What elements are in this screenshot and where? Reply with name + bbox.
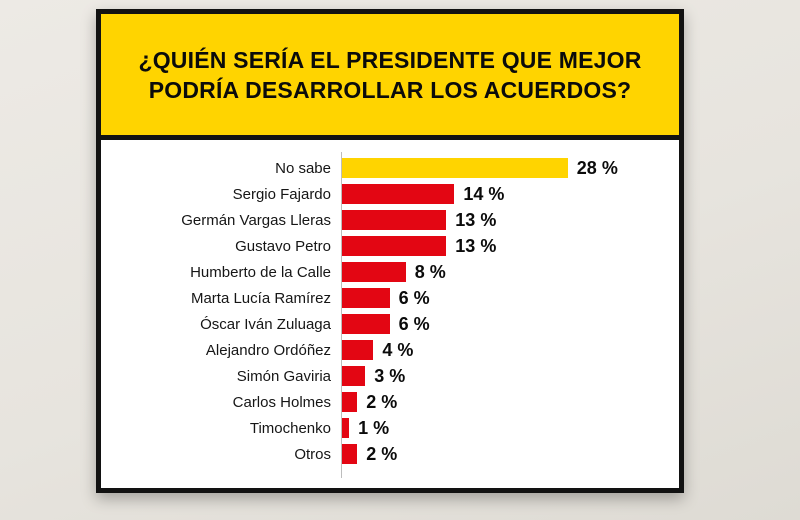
bar-area: 14 % [341, 181, 669, 207]
bar-area: 2 % [341, 441, 669, 467]
chart-row: Gustavo Petro 13 % [101, 233, 669, 259]
category-label: Carlos Holmes [232, 393, 331, 411]
bar-chart: No sabe 28 % Sergio Fajardo 14 % Germán Varg… [101, 140, 679, 488]
bar [341, 366, 366, 386]
value-label: 3 % [374, 365, 406, 386]
value-label: 2 % [366, 443, 398, 464]
poll-card: ¿QUIÉN SERÍA EL PRESIDENTE QUE MEJOR POD… [96, 9, 684, 493]
chart-row: No sabe 28 % [101, 155, 669, 181]
bar [341, 158, 568, 178]
value-label: 28 % [576, 157, 618, 178]
axis-baseline [341, 152, 342, 478]
value-label: 1 % [358, 417, 390, 438]
category-label: Alejandro Ordóñez [205, 341, 331, 359]
bar [341, 314, 390, 334]
bar [341, 184, 455, 204]
bar [341, 444, 358, 464]
category-label: Sergio Fajardo [232, 185, 331, 203]
chart-row: Otros 2 % [101, 441, 669, 467]
category-label: Simón Gaviria [236, 367, 331, 385]
chart-title-banner: ¿QUIÉN SERÍA EL PRESIDENTE QUE MEJOR POD… [101, 14, 679, 140]
bar-area: 4 % [341, 337, 669, 363]
category-label: Gustavo Petro [235, 237, 331, 255]
bar-area: 2 % [341, 389, 669, 415]
chart-row: Germán Vargas Lleras 13 % [101, 207, 669, 233]
category-label: No sabe [275, 159, 331, 177]
chart-row: Simón Gaviria 3 % [101, 363, 669, 389]
bar [341, 288, 390, 308]
bar-area: 6 % [341, 285, 669, 311]
bar [341, 340, 374, 360]
value-label: 8 % [414, 261, 446, 282]
value-label: 14 % [463, 183, 505, 204]
value-label: 6 % [398, 313, 430, 334]
bar-area: 3 % [341, 363, 669, 389]
chart-title-line-1: ¿QUIÉN SERÍA EL PRESIDENTE QUE MEJOR [138, 46, 642, 73]
chart-rows: No sabe 28 % Sergio Fajardo 14 % Germán Varg… [101, 155, 669, 467]
chart-row: Carlos Holmes 2 % [101, 389, 669, 415]
bar [341, 418, 350, 438]
bar-area: 6 % [341, 311, 669, 337]
category-label: Óscar Iván Zuluaga [200, 315, 331, 333]
value-label: 2 % [366, 391, 398, 412]
chart-row: Sergio Fajardo 14 % [101, 181, 669, 207]
value-label: 13 % [455, 235, 497, 256]
bar-area: 1 % [341, 415, 669, 441]
chart-row: Marta Lucía Ramírez 6 % [101, 285, 669, 311]
bar [341, 392, 358, 412]
bar [341, 236, 447, 256]
value-label: 13 % [455, 209, 497, 230]
category-label: Otros [294, 445, 331, 463]
category-label: Marta Lucía Ramírez [190, 289, 331, 307]
chart-row: Humberto de la Calle 8 % [101, 259, 669, 285]
bar-area: 8 % [341, 259, 669, 285]
chart-row: Óscar Iván Zuluaga 6 % [101, 311, 669, 337]
bar-area: 13 % [341, 233, 669, 259]
bar [341, 262, 406, 282]
category-label: Timochenko [249, 419, 331, 437]
chart-title-line-2: PODRÍA DESARROLLAR LOS ACUERDOS? [148, 76, 632, 103]
chart-row: Timochenko 1 % [101, 415, 669, 441]
category-label: Germán Vargas Lleras [181, 211, 331, 229]
bar-area: 28 % [341, 155, 669, 181]
category-label: Humberto de la Calle [190, 263, 331, 281]
value-label: 6 % [398, 287, 430, 308]
chart-row: Alejandro Ordóñez 4 % [101, 337, 669, 363]
bar-area: 13 % [341, 207, 669, 233]
value-label: 4 % [382, 339, 414, 360]
bar [341, 210, 447, 230]
